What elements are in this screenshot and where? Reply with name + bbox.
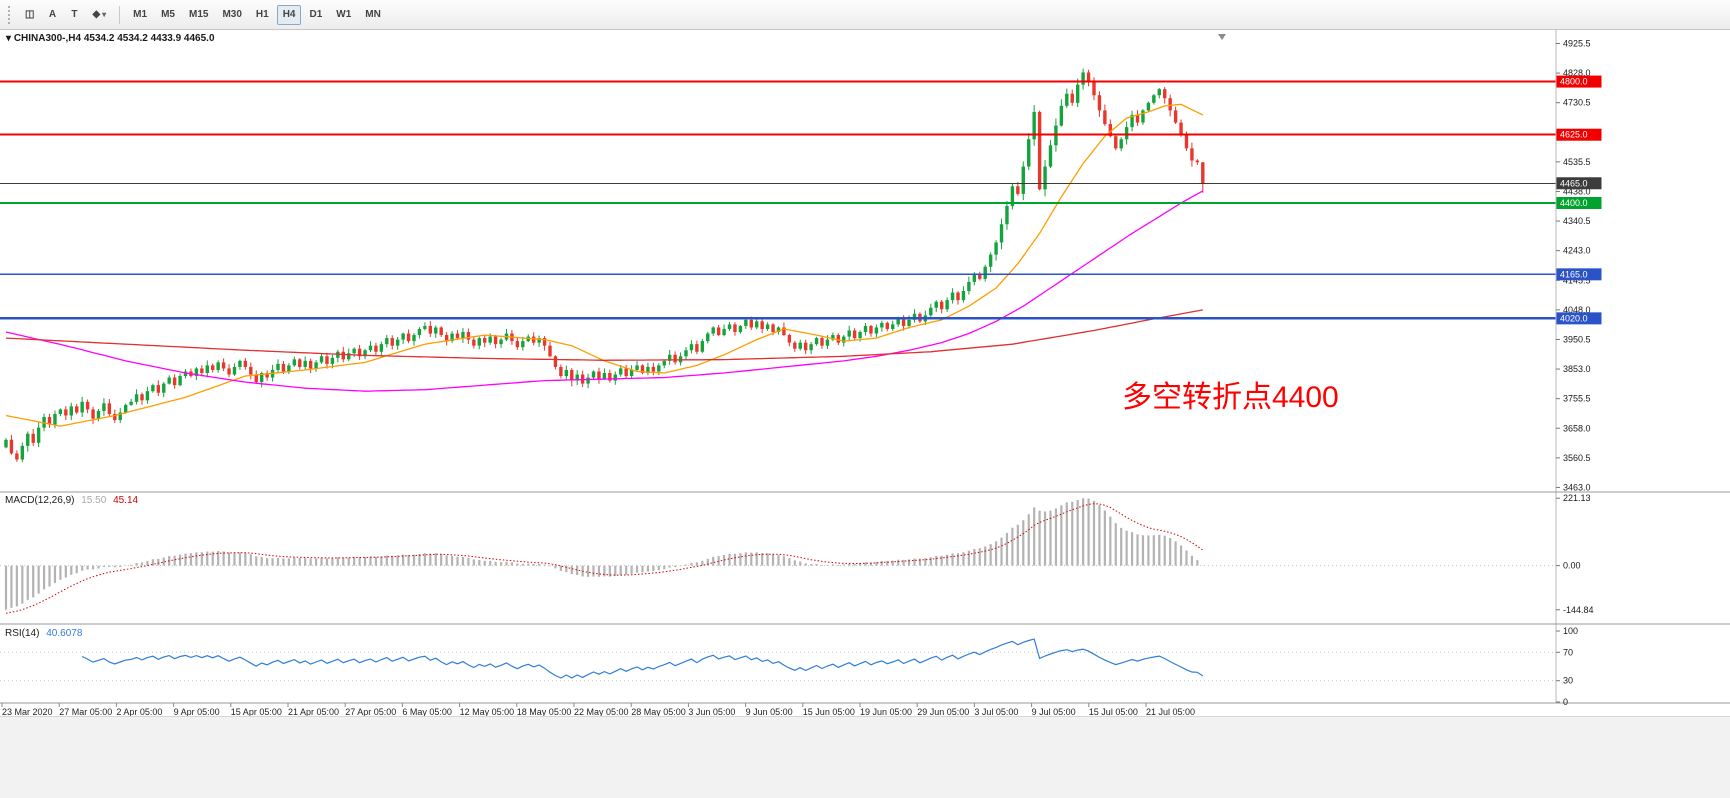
svg-text:12 May 05:00: 12 May 05:00 [460, 707, 515, 716]
svg-text:18 May 05:00: 18 May 05:00 [517, 707, 572, 716]
svg-text:4340.5: 4340.5 [1563, 216, 1591, 226]
timeframe-m1[interactable]: M1 [127, 5, 153, 25]
svg-text:3950.5: 3950.5 [1563, 334, 1591, 344]
svg-text:29 Jun 05:00: 29 Jun 05:00 [917, 707, 969, 716]
svg-text:4438.0: 4438.0 [1563, 186, 1591, 196]
chart-area[interactable]: 4925.54828.04730.54633.04535.54438.04340… [0, 30, 1730, 717]
macd-signal-value: 45.14 [113, 495, 139, 506]
chart-background [0, 30, 1730, 716]
svg-text:15 Jun 05:00: 15 Jun 05:00 [803, 707, 855, 716]
svg-text:3463.0: 3463.0 [1563, 482, 1591, 492]
shapes-tool-icon: ◆ [92, 9, 101, 20]
svg-text:4243.0: 4243.0 [1563, 246, 1591, 256]
svg-text:21 Jul 05:00: 21 Jul 05:00 [1146, 707, 1195, 716]
symbol-ohlc-line: ▾ CHINA300-,H4 4534.2 4534.2 4433.9 4465… [6, 33, 215, 44]
svg-text:3 Jun 05:00: 3 Jun 05:00 [688, 707, 735, 716]
timeframe-h4[interactable]: H4 [276, 4, 302, 25]
toolbar: ◫ A T ◆ ▾ M1 M5 M15 M30 H1 H4 D1 W1 MN [0, 0, 1730, 30]
ohlc-values: 4534.2 4534.2 4433.9 4465.0 [83, 33, 215, 44]
svg-text:4625.0: 4625.0 [1560, 130, 1588, 140]
svg-text:3755.5: 3755.5 [1563, 394, 1591, 404]
timeframe-w1[interactable]: W1 [330, 5, 357, 25]
dropdown-caret-icon: ▾ [102, 10, 107, 19]
svg-text:23 Mar 2020: 23 Mar 2020 [2, 707, 53, 716]
svg-text:22 May 05:00: 22 May 05:00 [574, 707, 629, 716]
svg-text:15 Apr 05:00: 15 Apr 05:00 [231, 707, 282, 716]
macd-name: MACD(12,26,9) [5, 495, 75, 506]
rsi-name: RSI(14) [5, 628, 40, 639]
rsi-line [81, 638, 1204, 679]
timeframe-mn[interactable]: MN [359, 5, 387, 25]
macd-signal-line [5, 503, 1204, 614]
svg-text:221.13: 221.13 [1563, 493, 1591, 503]
svg-text:-144.84: -144.84 [1563, 605, 1594, 615]
svg-text:3560.5: 3560.5 [1563, 453, 1591, 463]
price-badge-4625.0 [1556, 128, 1602, 141]
svg-text:3 Jul 05:00: 3 Jul 05:00 [974, 707, 1018, 716]
price-axis[interactable]: 4925.54828.04730.54633.04535.54438.04340… [1556, 38, 1602, 492]
chart-window-icon[interactable]: ◫ [19, 5, 40, 25]
svg-text:4828.0: 4828.0 [1563, 68, 1591, 78]
svg-text:15 Jul 05:00: 15 Jul 05:00 [1089, 707, 1138, 716]
timeframe-m5[interactable]: M5 [155, 5, 181, 25]
toolbar-separator [119, 5, 121, 24]
symbol-name: CHINA300-,H4 [13, 33, 82, 44]
text-tool-button[interactable]: T [64, 5, 84, 25]
svg-text:0.00: 0.00 [1563, 561, 1581, 571]
timeframe-m30[interactable]: M30 [216, 5, 247, 25]
macd-main-value: 15.50 [81, 495, 107, 506]
svg-text:4020.0: 4020.0 [1560, 313, 1588, 323]
chart-canvas[interactable]: 4925.54828.04730.54633.04535.54438.04340… [0, 30, 1730, 717]
svg-text:4048.0: 4048.0 [1563, 305, 1591, 315]
svg-text:4400.0: 4400.0 [1560, 198, 1588, 208]
candles [4, 68, 1205, 463]
chart-shift-marker-icon[interactable] [1218, 34, 1226, 40]
price-badge-4800.0 [1556, 75, 1602, 88]
time-axis[interactable]: 23 Mar 2020 27 Mar 05:00 2 Apr 05:00 9 Apr … [1, 703, 1195, 717]
svg-text:0: 0 [1563, 697, 1568, 707]
svg-text:9 Apr 05:00: 9 Apr 05:00 [174, 707, 220, 716]
macd-axis[interactable]: 221.13 0.00 -144.84 [1556, 493, 1594, 615]
timeframe-h1[interactable]: H1 [250, 5, 275, 25]
svg-text:28 May 05:00: 28 May 05:00 [631, 707, 686, 716]
ma-line-slow-ma [5, 309, 1203, 361]
svg-text:4800.0: 4800.0 [1560, 77, 1588, 87]
svg-text:27 Apr 05:00: 27 Apr 05:00 [345, 707, 396, 716]
svg-text:21 Apr 05:00: 21 Apr 05:00 [288, 707, 339, 716]
svg-text:4165.0: 4165.0 [1560, 269, 1588, 279]
svg-text:6 May 05:00: 6 May 05:00 [402, 707, 452, 716]
svg-text:27 Mar 05:00: 27 Mar 05:00 [59, 707, 112, 716]
toolbar-grip[interactable] [8, 5, 13, 24]
svg-text:3853.0: 3853.0 [1563, 364, 1591, 374]
svg-text:9 Jul 05:00: 9 Jul 05:00 [1032, 707, 1076, 716]
svg-text:3658.0: 3658.0 [1563, 423, 1591, 433]
rsi-indicator-label: RSI(14) 40.6078 [5, 628, 82, 639]
timeframe-d1[interactable]: D1 [303, 5, 328, 25]
chart-text-annotation[interactable]: 多空转折点4400 [1122, 381, 1339, 415]
price-badge-4165.0 [1556, 268, 1602, 281]
svg-text:4730.5: 4730.5 [1563, 98, 1591, 108]
svg-text:4925.5: 4925.5 [1563, 38, 1591, 48]
svg-text:30: 30 [1563, 676, 1573, 686]
svg-text:2 Apr 05:00: 2 Apr 05:00 [116, 707, 162, 716]
collapse-marker-icon[interactable]: ▾ [6, 33, 12, 44]
timeframe-group: M1 M5 M15 M30 H1 H4 D1 W1 MN [127, 4, 387, 25]
svg-text:100: 100 [1563, 626, 1578, 636]
rsi-value: 40.6078 [46, 628, 83, 639]
svg-text:19 Jun 05:00: 19 Jun 05:00 [860, 707, 912, 716]
price-badge-4020.0 [1556, 312, 1602, 325]
svg-text:4465.0: 4465.0 [1560, 178, 1588, 188]
svg-text:9 Jun 05:00: 9 Jun 05:00 [746, 707, 793, 716]
annotation-a-button[interactable]: A [42, 5, 62, 25]
macd-indicator-label: MACD(12,26,9) 15.50 45.14 [5, 495, 138, 506]
svg-text:70: 70 [1563, 647, 1573, 657]
svg-text:4535.5: 4535.5 [1563, 157, 1591, 167]
price-badge-4400.0 [1556, 197, 1602, 209]
price-badge-4465.0 [1556, 177, 1602, 190]
bottom-strip [0, 716, 1730, 798]
rsi-axis[interactable]: 100 70 30 0 [1556, 626, 1578, 707]
timeframe-m15[interactable]: M15 [183, 5, 214, 25]
shapes-tool-button[interactable]: ◆ ▾ [86, 5, 112, 25]
